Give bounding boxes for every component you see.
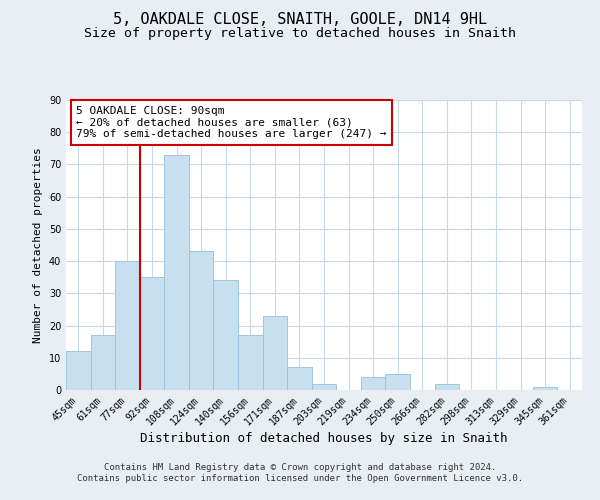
Bar bbox=[189, 252, 214, 390]
Bar bbox=[238, 335, 263, 390]
Bar bbox=[91, 335, 115, 390]
Text: Contains public sector information licensed under the Open Government Licence v3: Contains public sector information licen… bbox=[77, 474, 523, 483]
Bar bbox=[263, 316, 287, 390]
Bar bbox=[66, 352, 91, 390]
Text: Size of property relative to detached houses in Snaith: Size of property relative to detached ho… bbox=[84, 28, 516, 40]
Bar bbox=[214, 280, 238, 390]
Bar bbox=[164, 155, 189, 390]
Text: Contains HM Land Registry data © Crown copyright and database right 2024.: Contains HM Land Registry data © Crown c… bbox=[104, 462, 496, 471]
Text: 5, OAKDALE CLOSE, SNAITH, GOOLE, DN14 9HL: 5, OAKDALE CLOSE, SNAITH, GOOLE, DN14 9H… bbox=[113, 12, 487, 28]
Bar bbox=[312, 384, 336, 390]
Bar bbox=[115, 261, 140, 390]
X-axis label: Distribution of detached houses by size in Snaith: Distribution of detached houses by size … bbox=[140, 432, 508, 446]
Bar bbox=[361, 377, 385, 390]
Bar bbox=[434, 384, 459, 390]
Bar bbox=[533, 387, 557, 390]
Text: 5 OAKDALE CLOSE: 90sqm
← 20% of detached houses are smaller (63)
79% of semi-det: 5 OAKDALE CLOSE: 90sqm ← 20% of detached… bbox=[76, 106, 387, 139]
Bar bbox=[287, 368, 312, 390]
Bar bbox=[140, 277, 164, 390]
Bar bbox=[385, 374, 410, 390]
Y-axis label: Number of detached properties: Number of detached properties bbox=[33, 147, 43, 343]
